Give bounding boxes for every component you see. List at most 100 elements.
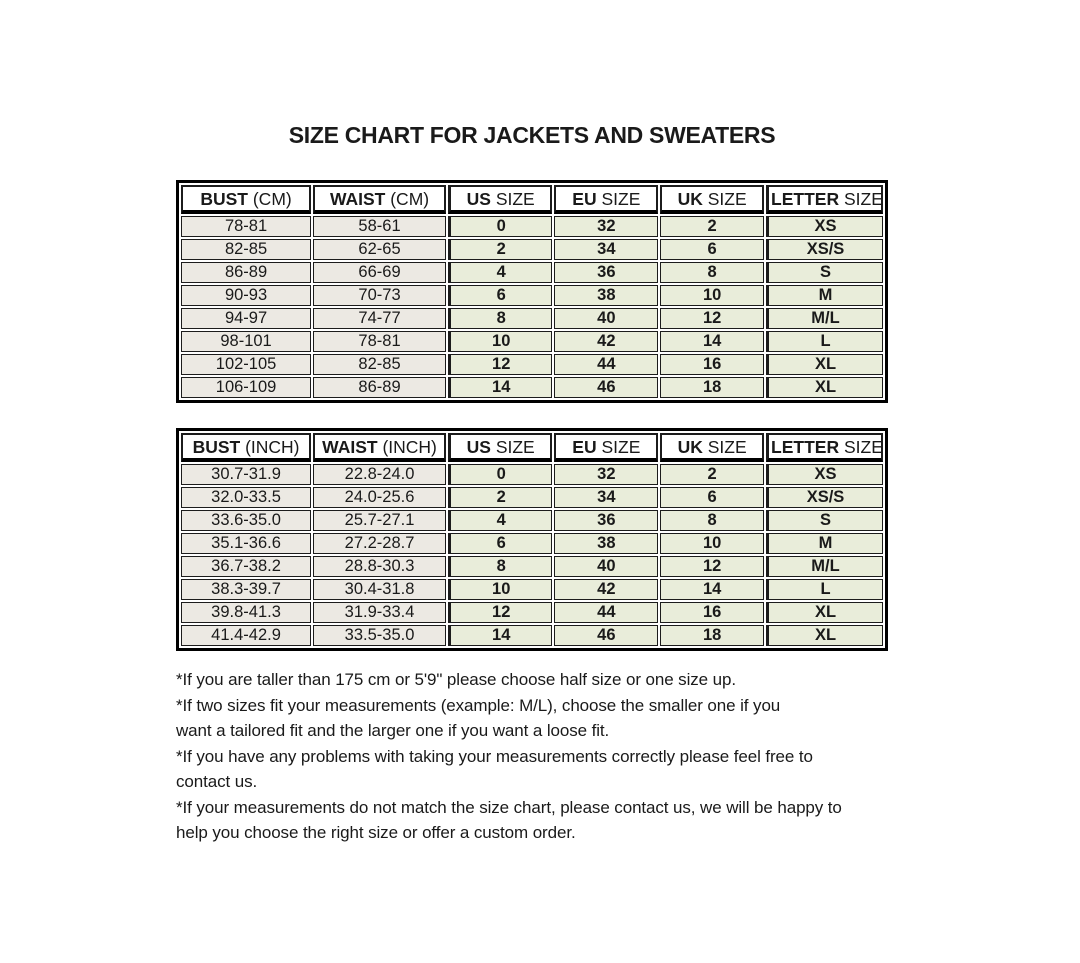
table-cell: 18 [660, 377, 765, 398]
table-cell: 33.6-35.0 [181, 510, 312, 531]
table-cell: XS [766, 464, 883, 485]
table-cell: 41.4-42.9 [181, 625, 312, 646]
table-cell: 14 [660, 331, 765, 352]
table-cell: 39.8-41.3 [181, 602, 312, 623]
column-header-waist-cm: WAIST (CM) [313, 185, 446, 214]
table-cell: 42 [554, 331, 659, 352]
footnotes: *If you are taller than 175 cm or 5'9" p… [176, 667, 916, 846]
table-cell: XL [766, 625, 883, 646]
table-cell: 42 [554, 579, 659, 600]
table-cell: 22.8-24.0 [313, 464, 446, 485]
header-label-rest: SIZE [495, 436, 535, 457]
table-cell: 78-81 [181, 216, 312, 237]
column-header-waist-inch: WAIST (INCH) [313, 433, 446, 462]
header-row: BUST (INCH) WAIST (INCH) US SIZE EU SIZE… [181, 433, 883, 462]
table-cell: 36 [554, 262, 659, 283]
table-cell: 16 [660, 602, 765, 623]
table-cell: 8 [660, 262, 765, 283]
header-label-rest: SIZE [707, 436, 747, 457]
table-cell: 38.3-39.7 [181, 579, 312, 600]
table-cell: 78-81 [313, 331, 446, 352]
table-cell: 62-65 [313, 239, 446, 260]
table-cell: 30.4-31.8 [313, 579, 446, 600]
header-label-bold: EU [572, 188, 597, 209]
table-cell: 8 [447, 556, 553, 577]
table-cell: 82-85 [313, 354, 446, 375]
table-cell: 28.8-30.3 [313, 556, 446, 577]
note-line: help you choose the right size or offer … [176, 823, 576, 842]
table-cell: S [766, 262, 883, 283]
note-line: *If you are taller than 175 cm or 5'9" p… [176, 670, 736, 689]
table-cell: 12 [660, 308, 765, 329]
table-cell: 6 [660, 487, 765, 508]
table-cell: 10 [660, 533, 765, 554]
table-cell: 4 [447, 510, 553, 531]
table-cell: 98-101 [181, 331, 312, 352]
column-header-us-size: US SIZE [447, 185, 553, 214]
size-chart-page: SIZE CHART FOR JACKETS AND SWEATERS BUST… [176, 122, 916, 846]
inch-table-body: 30.7-31.9 22.8-24.0 0 32 2 XS 32.0-33.5 24.0-25… [181, 464, 883, 646]
table-cell: 102-105 [181, 354, 312, 375]
table-cell: 0 [447, 464, 553, 485]
table-cell: 90-93 [181, 285, 312, 306]
table-row: 39.8-41.3 31.9-33.4 12 44 16 XL [181, 602, 883, 623]
table-cell: 44 [554, 354, 659, 375]
table-cell: 2 [660, 216, 765, 237]
table-row: 82-85 62-65 2 34 6 XS/S [181, 239, 883, 260]
table-row: 98-101 78-81 10 42 14 L [181, 331, 883, 352]
table-cell: 40 [554, 308, 659, 329]
table-cell: XS/S [766, 239, 883, 260]
table-row: 86-89 66-69 4 36 8 S [181, 262, 883, 283]
header-label-bold: LETTER [771, 188, 840, 209]
table-cell: 40 [554, 556, 659, 577]
header-label-rest: SIZE [843, 436, 883, 457]
table-cell: 46 [554, 377, 659, 398]
table-cell: 2 [447, 239, 553, 260]
note-line: contact us. [176, 772, 258, 791]
cm-table-body: 78-81 58-61 0 32 2 XS 82-85 62-65 2 34 6 XS/S 86-89 6… [181, 216, 883, 398]
table-cell: 0 [447, 216, 553, 237]
table-cell: M/L [766, 308, 883, 329]
table-row: 36.7-38.2 28.8-30.3 8 40 12 M/L [181, 556, 883, 577]
table-cell: 12 [447, 354, 553, 375]
table-cell: 32 [554, 464, 659, 485]
table-cell: 10 [447, 331, 553, 352]
column-header-eu-size: EU SIZE [554, 185, 659, 214]
header-label-bold: WAIST [322, 436, 378, 457]
table-cell: 6 [660, 239, 765, 260]
table-cell: XL [766, 354, 883, 375]
table-cell: 36 [554, 510, 659, 531]
table-cell: 14 [447, 377, 553, 398]
table-row: 30.7-31.9 22.8-24.0 0 32 2 XS [181, 464, 883, 485]
header-label-bold: EU [572, 436, 597, 457]
note-line: *If your measurements do not match the s… [176, 797, 842, 817]
table-cell: 35.1-36.6 [181, 533, 312, 554]
table-cell: 14 [447, 625, 553, 646]
header-label-bold: BUST [200, 188, 248, 209]
table-cell: XL [766, 377, 883, 398]
header-label-rest: (INCH) [245, 436, 300, 457]
table-cell: 10 [660, 285, 765, 306]
table-cell: 38 [554, 285, 659, 306]
column-header-bust-cm: BUST (CM) [181, 185, 312, 214]
table-cell: 86-89 [181, 262, 312, 283]
table-cell: 12 [660, 556, 765, 577]
table-cell: S [766, 510, 883, 531]
table-cell: 16 [660, 354, 765, 375]
table-cell: 4 [447, 262, 553, 283]
header-label-rest: (INCH) [382, 436, 437, 457]
table-cell: 32 [554, 216, 659, 237]
table-cell: 8 [447, 308, 553, 329]
header-label-rest: (CM) [252, 188, 292, 209]
table-cell: 33.5-35.0 [313, 625, 446, 646]
header-label-bold: US [466, 188, 491, 209]
table-cell: 66-69 [313, 262, 446, 283]
size-chart-cm-table: BUST (CM) WAIST (CM) US SIZE EU SIZE UK … [176, 180, 888, 403]
column-header-us-size: US SIZE [447, 433, 553, 462]
note-line: want a tailored fit and the larger one i… [176, 721, 610, 740]
header-label-rest: (CM) [390, 188, 430, 209]
header-row: BUST (CM) WAIST (CM) US SIZE EU SIZE UK … [181, 185, 883, 214]
table-row: 94-97 74-77 8 40 12 M/L [181, 308, 883, 329]
table-cell: 36.7-38.2 [181, 556, 312, 577]
note-line: *If you have any problems with taking yo… [176, 746, 813, 766]
